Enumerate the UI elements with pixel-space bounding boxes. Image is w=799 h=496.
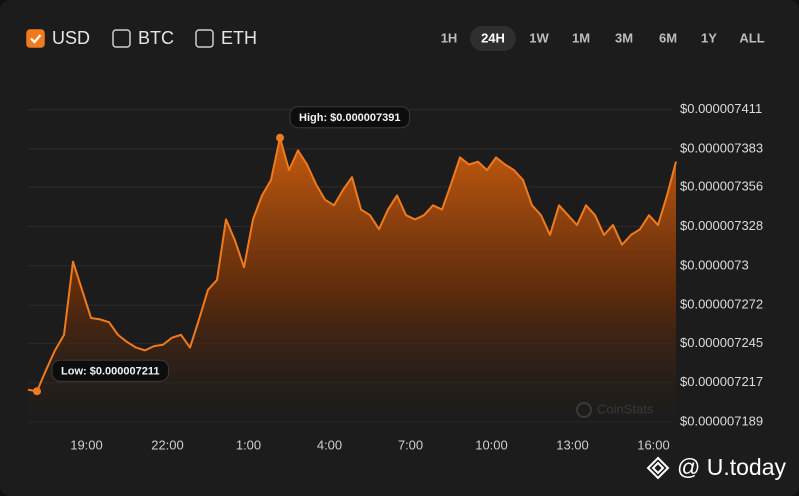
timeframe-button[interactable]: 1H [441, 30, 458, 45]
checkmark [30, 34, 42, 44]
timeframe-button[interactable]: 3M [615, 30, 633, 45]
annotation-box [289, 106, 411, 129]
annotation-text: High: $0.000007391 [299, 112, 401, 124]
currency-label[interactable]: ETH [221, 28, 257, 48]
watermark-text: CoinStats [597, 401, 654, 416]
currency-label[interactable]: BTC [138, 28, 174, 48]
timeframe-button[interactable]: 24H [470, 26, 516, 51]
x-tick-label: 13:00 [556, 437, 589, 452]
x-tick-label: 22:00 [151, 437, 184, 452]
area-fill [28, 137, 676, 426]
extreme-marker [33, 387, 41, 396]
annotation-box [51, 359, 169, 382]
y-tick-label: $0.000007217 [680, 374, 763, 389]
x-tick-label: 10:00 [475, 437, 508, 452]
brand-text: @ U.today [677, 454, 787, 480]
timeframe-button[interactable]: 1W [529, 30, 549, 45]
x-tick-label: 1:00 [236, 437, 261, 452]
timeframe-active-bg[interactable] [470, 26, 516, 51]
timeframe-button[interactable]: 1Y [701, 30, 717, 45]
y-tick-label: $0.000007245 [680, 335, 763, 350]
timeframe-label[interactable]: 3M [615, 30, 633, 45]
extreme-marker [276, 133, 284, 142]
annotation: Low: $0.000007211 [51, 359, 169, 382]
timeframe-label[interactable]: 1Y [701, 30, 717, 45]
x-tick-label: 4:00 [317, 437, 342, 452]
timeframe-label[interactable]: 1H [441, 30, 458, 45]
y-tick-label: $0.000007356 [680, 178, 763, 193]
currency-label[interactable]: USD [52, 28, 90, 48]
watermark: CoinStats [576, 401, 654, 418]
checkbox[interactable] [112, 29, 131, 48]
timeframe-label[interactable]: 1M [572, 30, 590, 45]
x-tick-label: 7:00 [398, 437, 423, 452]
checkbox[interactable] [26, 29, 45, 48]
timeframe-button[interactable]: 6M [659, 30, 677, 45]
annotation: High: $0.000007391 [289, 106, 411, 129]
currency-option[interactable]: USD [26, 28, 90, 48]
timeframe-button[interactable]: ALL [739, 30, 764, 45]
timeframe-label[interactable]: 1W [529, 30, 549, 45]
price-line [27, 136, 677, 393]
y-tick-label: $0.0000073 [680, 257, 749, 272]
currency-option[interactable]: ETH [195, 28, 257, 48]
x-tick-label: 19:00 [70, 437, 103, 452]
brand-icon [646, 456, 670, 480]
checkbox[interactable] [195, 29, 214, 48]
y-tick-label: $0.000007328 [680, 218, 763, 233]
timeframe-label[interactable]: ALL [739, 30, 764, 45]
y-tick-label: $0.000007189 [680, 414, 763, 429]
brand: @ U.today [646, 454, 787, 480]
timeframe-label[interactable]: 6M [659, 30, 677, 45]
timeframe-label[interactable]: 24H [481, 30, 505, 45]
y-tick-label: $0.000007383 [680, 140, 763, 155]
timeframe-button[interactable]: 1M [572, 30, 590, 45]
currency-option[interactable]: BTC [112, 28, 174, 48]
watermark-icon [576, 402, 592, 418]
y-tick-label: $0.000007272 [680, 297, 763, 312]
annotation-text: Low: $0.000007211 [61, 366, 159, 378]
y-tick-label: $0.000007411 [680, 101, 762, 116]
x-tick-label: 16:00 [637, 437, 670, 452]
